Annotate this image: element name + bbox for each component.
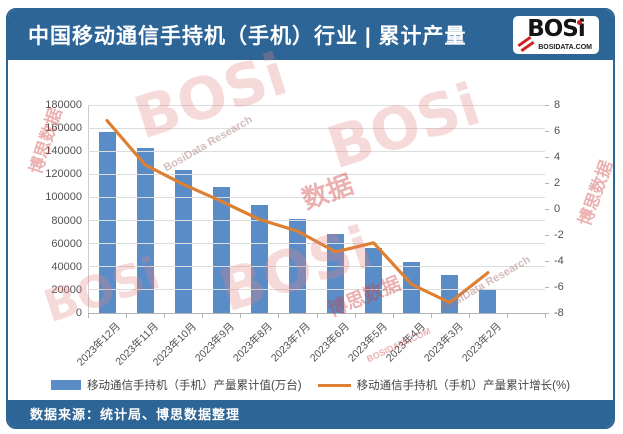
legend-label-production: 移动通信手持机（手机）产量累计值(万台)	[86, 380, 302, 392]
left-axis-tick-label: 160000	[45, 122, 82, 135]
chart-plot-area: 2023年2月 2023年3月 2023年4月 2023年5月 2023年6月 2023年…	[8, 60, 613, 400]
right-axis-tick-label: -4	[554, 254, 564, 267]
bar-item	[250, 204, 268, 313]
x-axis-tick	[354, 314, 356, 318]
x-axis-tick	[545, 314, 546, 318]
right-axis-tick-label: 6	[554, 124, 561, 137]
footer-bar: 数据来源：统计局、博思数据整理	[8, 400, 613, 427]
left-axis-tick-label: 0	[75, 307, 82, 319]
x-axis-tick	[164, 314, 166, 318]
logo-wordmark: BOSi	[527, 16, 586, 42]
bar-item	[403, 262, 421, 313]
chart-card: 中国移动通信手持机（手机）行业 | 累计产量 BOSi BOSIDATA.COM…	[6, 8, 615, 429]
x-axis-tick	[430, 314, 432, 318]
legend-label-growth: 移动通信手持机（手机）产量累计增长(%)	[356, 380, 571, 392]
gridline	[88, 104, 545, 106]
gridline	[88, 127, 545, 129]
right-axis-tick-label: -2	[554, 228, 564, 241]
x-axis-tick	[468, 314, 470, 318]
x-axis-tick	[240, 314, 242, 318]
left-axis-tick-label: 80000	[51, 214, 82, 227]
right-axis-tick-label: 8	[554, 98, 561, 111]
right-axis-tick-label: -8	[554, 306, 564, 319]
right-axis-tick-label: 2	[554, 176, 561, 189]
bar-item	[174, 169, 192, 313]
x-axis-tick	[392, 314, 394, 318]
line-series-swatch-icon	[317, 383, 351, 387]
gridline	[88, 243, 545, 245]
gridline	[88, 196, 545, 198]
right-axis-tick	[545, 183, 549, 184]
legend-item-growth: 移动通信手持机（手机）产量累计增长(%)	[317, 377, 571, 393]
gridline	[88, 150, 545, 152]
header-bar: 中国移动通信手持机（手机）行业 | 累计产量 BOSi BOSIDATA.COM	[8, 10, 613, 60]
right-axis-tick	[545, 313, 549, 314]
gridline	[88, 220, 545, 222]
bar-item	[327, 234, 345, 313]
y-axis-line	[88, 105, 89, 313]
right-axis-tick	[545, 131, 549, 132]
left-axis-tick-label: 140000	[45, 145, 82, 158]
legend-item-production: 移动通信手持机（手机）产量累计值(万台)	[50, 377, 302, 393]
gridline	[88, 289, 545, 291]
right-axis-tick	[545, 261, 549, 262]
right-axis-tick-label: 4	[554, 150, 561, 163]
left-axis-tick-label: 40000	[51, 260, 82, 273]
left-axis-tick-label: 60000	[51, 237, 82, 250]
logo-domain: BOSIDATA.COM	[538, 44, 592, 51]
left-axis-tick-label: 180000	[45, 99, 82, 111]
right-axis-tick	[545, 235, 549, 236]
bosi-logo: BOSi BOSIDATA.COM	[513, 16, 599, 54]
left-axis-tick-label: 20000	[51, 283, 82, 296]
x-axis-tick	[316, 314, 318, 318]
right-axis-tick	[545, 209, 549, 210]
right-axis-tick	[545, 287, 549, 288]
bar-item	[98, 132, 116, 313]
x-axis-tick	[278, 314, 280, 318]
bar-series-swatch-icon	[50, 380, 81, 390]
gridline	[88, 266, 545, 268]
x-axis-tick	[506, 314, 508, 318]
right-axis-tick	[545, 105, 549, 106]
right-axis-tick-label: -6	[554, 280, 564, 293]
data-source-note: 数据来源：统计局、博思数据整理	[30, 407, 241, 422]
x-axis-tick	[88, 314, 89, 318]
left-axis-tick-label: 100000	[45, 191, 82, 204]
x-axis-tick	[126, 314, 128, 318]
bar-item	[365, 248, 383, 313]
bar-item	[441, 274, 459, 313]
bar-item	[479, 289, 497, 313]
legend: 移动通信手持机（手机）产量累计值(万台) 移动通信手持机（手机）产量累计增长(%…	[8, 377, 613, 393]
right-axis-tick	[545, 157, 549, 158]
x-axis-line	[88, 313, 545, 314]
page-title: 中国移动通信手持机（手机）行业 | 累计产量	[28, 25, 467, 48]
logo-dot-icon	[577, 20, 582, 25]
logo-stripes-icon	[517, 35, 539, 53]
right-axis-tick-label: 0	[554, 202, 561, 215]
bar-item	[212, 187, 230, 313]
x-axis-tick	[202, 314, 204, 318]
gridline	[88, 173, 545, 175]
left-axis-tick-label: 120000	[45, 168, 82, 181]
